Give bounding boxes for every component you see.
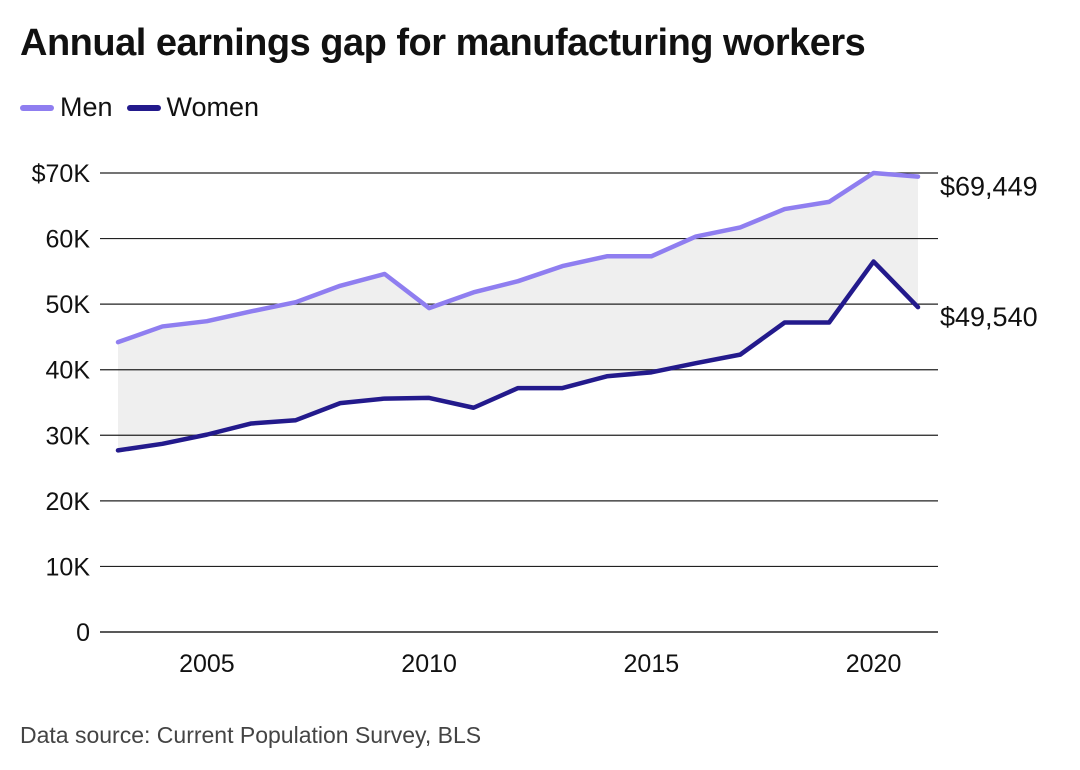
y-tick-label: 0 <box>76 619 90 647</box>
y-tick-label: 40K <box>46 357 91 385</box>
x-tick-label: 2005 <box>179 650 235 678</box>
end-value-label-women: $49,540 <box>940 302 1038 332</box>
y-tick-label: 20K <box>46 488 91 516</box>
legend: Men Women <box>20 92 273 123</box>
data-source-note: Data source: Current Population Survey, … <box>20 722 482 748</box>
legend-label-men: Men <box>60 92 113 122</box>
y-tick-label: 60K <box>46 226 91 254</box>
series-line-men <box>115 170 921 345</box>
y-tick-label: 30K <box>46 422 91 450</box>
y-tick-label: $70K <box>32 160 91 188</box>
y-tick-label: 50K <box>46 291 91 319</box>
legend-swatch-men <box>20 104 54 111</box>
x-tick-label: 2020 <box>846 650 902 678</box>
x-tick-label: 2015 <box>624 650 680 678</box>
legend-swatch-women <box>126 104 161 111</box>
x-tick-label: 2010 <box>401 650 457 678</box>
series-line-women <box>115 259 921 453</box>
gap-area <box>118 173 918 451</box>
end-value-label-men: $69,449 <box>940 172 1038 202</box>
legend-item-women: Women <box>126 92 260 123</box>
legend-label-women: Women <box>166 92 260 122</box>
y-tick-label: 10K <box>46 553 91 581</box>
legend-item-men: Men <box>20 92 113 123</box>
chart-title: Annual earnings gap for manufacturing wo… <box>20 22 866 64</box>
